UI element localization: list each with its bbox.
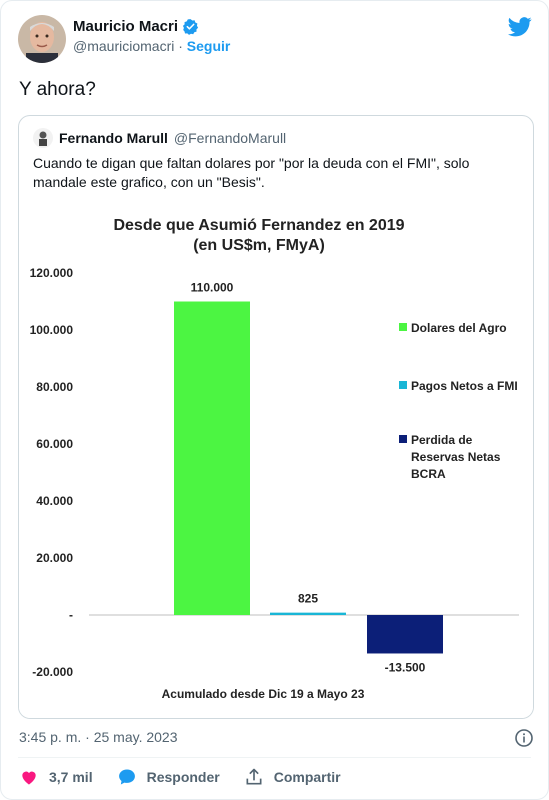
legend-label-line: Dolares del Agro bbox=[411, 321, 507, 335]
author-handle[interactable]: @mauriciomacri bbox=[73, 38, 175, 54]
speech-bubble-icon bbox=[118, 769, 135, 785]
quoted-author-handle[interactable]: @FernandoMarull bbox=[173, 130, 287, 146]
legend-label-line: Reservas Netas bbox=[411, 450, 501, 464]
y-tick-label: -20.000 bbox=[32, 665, 73, 679]
y-tick-label: 40.000 bbox=[36, 494, 73, 508]
tweet-text: Y ahora? bbox=[19, 79, 96, 100]
bar-chart-image[interactable]: Desde que Asumió Fernandez en 2019 (en U… bbox=[19, 208, 534, 718]
tweet-actions: 3,7 mil Responder Compartir bbox=[19, 767, 365, 787]
chart-subtitle: (en US$m, FMyA) bbox=[193, 237, 325, 254]
legend-swatch bbox=[399, 323, 407, 331]
follow-button[interactable]: Seguir bbox=[186, 38, 231, 54]
share-button[interactable]: Compartir bbox=[244, 767, 341, 787]
y-tick-label: 100.000 bbox=[30, 323, 74, 337]
data-label: 110.000 bbox=[191, 281, 234, 295]
x-axis-label: Acumulado desde Dic 19 a Mayo 23 bbox=[162, 687, 365, 701]
share-label: Compartir bbox=[273, 769, 341, 785]
y-tick-label: - bbox=[69, 608, 73, 622]
reply-button[interactable]: Responder bbox=[117, 767, 220, 787]
legend-swatch bbox=[399, 435, 407, 443]
bar bbox=[270, 612, 346, 615]
quoted-author-avatar[interactable] bbox=[33, 128, 53, 148]
legend-label-line: BCRA bbox=[411, 467, 446, 481]
legend-label: Perdida de Reservas Netas BCRA bbox=[411, 433, 501, 481]
twitter-bird-icon[interactable] bbox=[508, 17, 532, 37]
like-count: 3,7 mil bbox=[49, 769, 93, 785]
bar bbox=[367, 615, 443, 654]
quoted-author-name[interactable]: Fernando Marull bbox=[59, 130, 168, 146]
share-icon bbox=[246, 768, 262, 785]
y-tick-label: 20.000 bbox=[36, 551, 73, 565]
author-block: Mauricio Macri @mauriciomacri · Seguir bbox=[73, 18, 230, 54]
data-label: -13.500 bbox=[385, 660, 426, 674]
like-button[interactable]: 3,7 mil bbox=[19, 767, 93, 787]
y-tick-label: 60.000 bbox=[36, 437, 73, 451]
y-axis-ticks: 120.000 100.000 80.000 60.000 40.000 20.000 - -… bbox=[30, 266, 74, 679]
heart-icon bbox=[22, 771, 36, 785]
legend-label: Pagos Netos a FMI bbox=[411, 379, 518, 393]
chart-title: Desde que Asumió Fernandez en 2019 bbox=[113, 217, 404, 234]
tweet-timestamp[interactable]: 3:45 p. m. · 25 may. 2023 bbox=[19, 729, 178, 745]
reply-label: Responder bbox=[146, 769, 220, 785]
chart-bars: 110.000 825 -13.500 bbox=[174, 281, 443, 674]
quoted-tweet-text: Cuando te digan que faltan dolares por "… bbox=[33, 155, 470, 190]
legend-swatch bbox=[399, 381, 407, 389]
verified-badge-icon bbox=[182, 18, 199, 35]
divider bbox=[18, 757, 531, 758]
y-tick-label: 80.000 bbox=[36, 380, 73, 394]
chart-legend: Dolares del Agro Pagos Netos a FMI Perdida… bbox=[399, 321, 518, 481]
legend-label-line: Perdida de bbox=[411, 433, 473, 447]
handle-separator: · bbox=[178, 38, 183, 54]
legend-label-line: Pagos Netos a FMI bbox=[411, 379, 518, 393]
y-tick-label: 120.000 bbox=[30, 266, 74, 280]
data-label: 825 bbox=[298, 592, 318, 606]
legend-label: Dolares del Agro bbox=[411, 321, 507, 335]
author-avatar[interactable] bbox=[18, 15, 66, 63]
author-name[interactable]: Mauricio Macri bbox=[73, 18, 179, 35]
bar bbox=[174, 301, 250, 615]
quoted-tweet[interactable]: Fernando Marull @FernandoMarull Cuando t… bbox=[18, 115, 534, 719]
info-icon[interactable] bbox=[514, 728, 534, 748]
